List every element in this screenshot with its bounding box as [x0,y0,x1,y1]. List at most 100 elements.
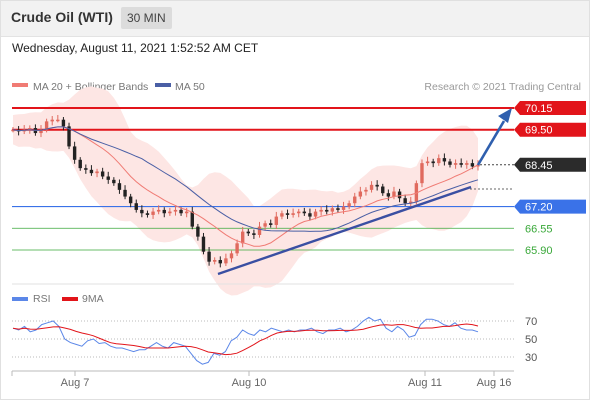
ma50-line [12,126,479,232]
rsi-level-label: 70 [525,316,537,328]
candle-body [56,119,60,122]
rsi-legend-swatch [12,297,28,301]
candle-body [240,231,245,244]
candle-body [61,119,66,127]
rsi-level-label: 30 [525,352,537,364]
candle-body [212,260,217,262]
candle-body [95,171,99,174]
candle-body [274,216,279,225]
rsi-line [12,316,479,365]
candle-body [353,196,357,204]
ma9-legend-label: 9MA [82,293,104,305]
candle-body [319,209,323,212]
candle-body [425,161,430,164]
candle-body [156,209,161,212]
candle-body [28,128,32,130]
rsi-ma-line [12,323,479,356]
candle-body [218,260,222,264]
candle-body [89,169,94,174]
credit-label: Research © 2021 Trading Central [424,81,581,93]
candle-body [246,231,251,234]
level-label-tag [514,199,586,214]
level-label-tag [514,122,586,137]
candle-body [140,209,144,214]
candle-body [386,193,391,197]
candle-body [196,226,200,237]
level-label-tag [514,101,586,115]
candle-body [128,196,133,204]
candle-body [409,201,413,204]
candle-body [341,206,346,210]
candle-body [145,213,150,215]
ma9-legend-swatch [62,297,78,301]
bollinger-band [13,86,478,296]
candle-body [431,161,435,164]
candle-body [263,223,267,227]
candle-body [369,184,374,190]
candle-body [465,163,469,165]
chart-header: Crude Oil (WTI) 30 MIN [0,0,590,37]
ma20-legend-swatch [12,83,28,87]
candle-body [100,171,105,177]
level-label-text: 65.90 [525,245,553,257]
candle-body [459,163,463,165]
candle-body [330,208,335,212]
candle-body [285,213,290,215]
level-label-tag [514,157,586,172]
candle-body [207,251,211,262]
candle-body [134,203,138,210]
candle-body [470,163,475,167]
candle-body [381,186,385,194]
candle-body [106,176,110,180]
candle-body [179,209,183,214]
timestamp: Wednesday, August 11, 2021 1:52:52 AM CE… [12,41,259,55]
candle-body [39,129,43,134]
candle-body [123,189,127,197]
instrument-title: Crude Oil (WTI) [11,9,113,25]
candle-body [151,211,155,215]
x-tick-label: Aug 7 [61,377,90,389]
timeframe-badge[interactable]: 30 MIN [121,7,172,29]
candle-body [442,158,447,162]
candle-body [313,211,318,217]
candle-body [347,203,351,207]
candle-body [168,211,172,214]
candle-body [44,121,49,130]
candle-body [112,179,116,184]
candle-body [448,161,452,165]
candle-body [72,146,77,160]
candle-body [453,163,458,165]
ma50-legend-label: MA 50 [175,81,205,93]
candle-body [437,158,441,164]
candle-body [364,189,368,192]
candle-body [414,183,419,202]
candle-body [336,208,340,210]
candle-body [50,119,54,122]
level-label-text: 69.50 [525,125,553,137]
rsi-level-label: 50 [525,334,537,346]
candle-body [297,211,301,214]
candle-body [184,211,189,214]
candle-body [78,159,82,169]
rsi-legend-label: RSI [33,293,51,305]
candle-body [269,223,273,225]
candle-body [358,191,363,197]
uptrend-line [217,185,472,276]
candle-body [67,126,71,147]
candle-body [84,168,88,170]
candle-body [235,243,239,254]
projection-arrow-head [498,108,512,123]
candle-body [280,213,284,217]
candle-body [291,213,295,215]
level-label-text: 70.15 [525,103,553,115]
candle-body [302,211,307,214]
level-label-text: 68.45 [525,160,553,172]
candle-body [162,209,166,214]
candle-body [397,191,402,199]
candle-body [11,129,15,132]
ma50-legend-swatch [155,83,171,87]
candle-body [201,236,206,252]
candle-body [308,213,312,217]
candle-body [476,164,480,167]
